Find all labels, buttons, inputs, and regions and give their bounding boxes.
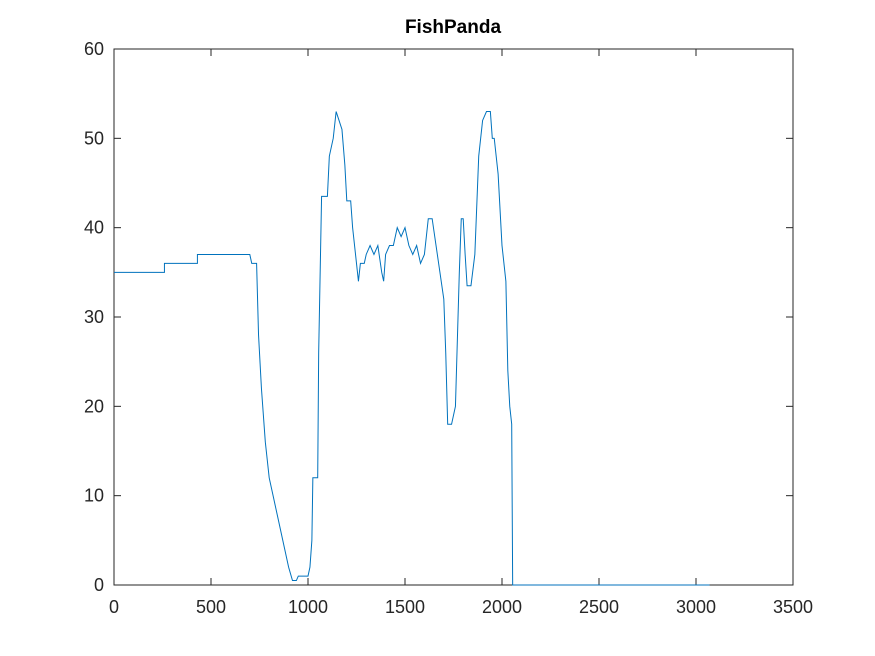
- chart-title: FishPanda: [405, 17, 502, 38]
- x-tick-label: 0: [109, 597, 119, 617]
- y-tick-label: 40: [84, 218, 104, 238]
- x-tick-label: 3000: [676, 597, 716, 617]
- x-tick-label: 2000: [482, 597, 522, 617]
- line: [114, 111, 710, 586]
- y-tick-label: 60: [84, 39, 104, 59]
- x-tick-label: 3500: [773, 597, 813, 617]
- y-tick-label: 10: [84, 486, 104, 506]
- x-tick-label: 2500: [579, 597, 619, 617]
- y-tick-label: 0: [94, 575, 104, 595]
- x-tick-label: 1500: [385, 597, 425, 617]
- x-tick-label: 500: [196, 597, 226, 617]
- y-tick-label: 30: [84, 307, 104, 327]
- plot-area: [113, 48, 794, 586]
- y-tick-label: 50: [84, 128, 104, 148]
- y-tick-label: 20: [84, 396, 104, 416]
- x-tick-label: 1000: [288, 597, 328, 617]
